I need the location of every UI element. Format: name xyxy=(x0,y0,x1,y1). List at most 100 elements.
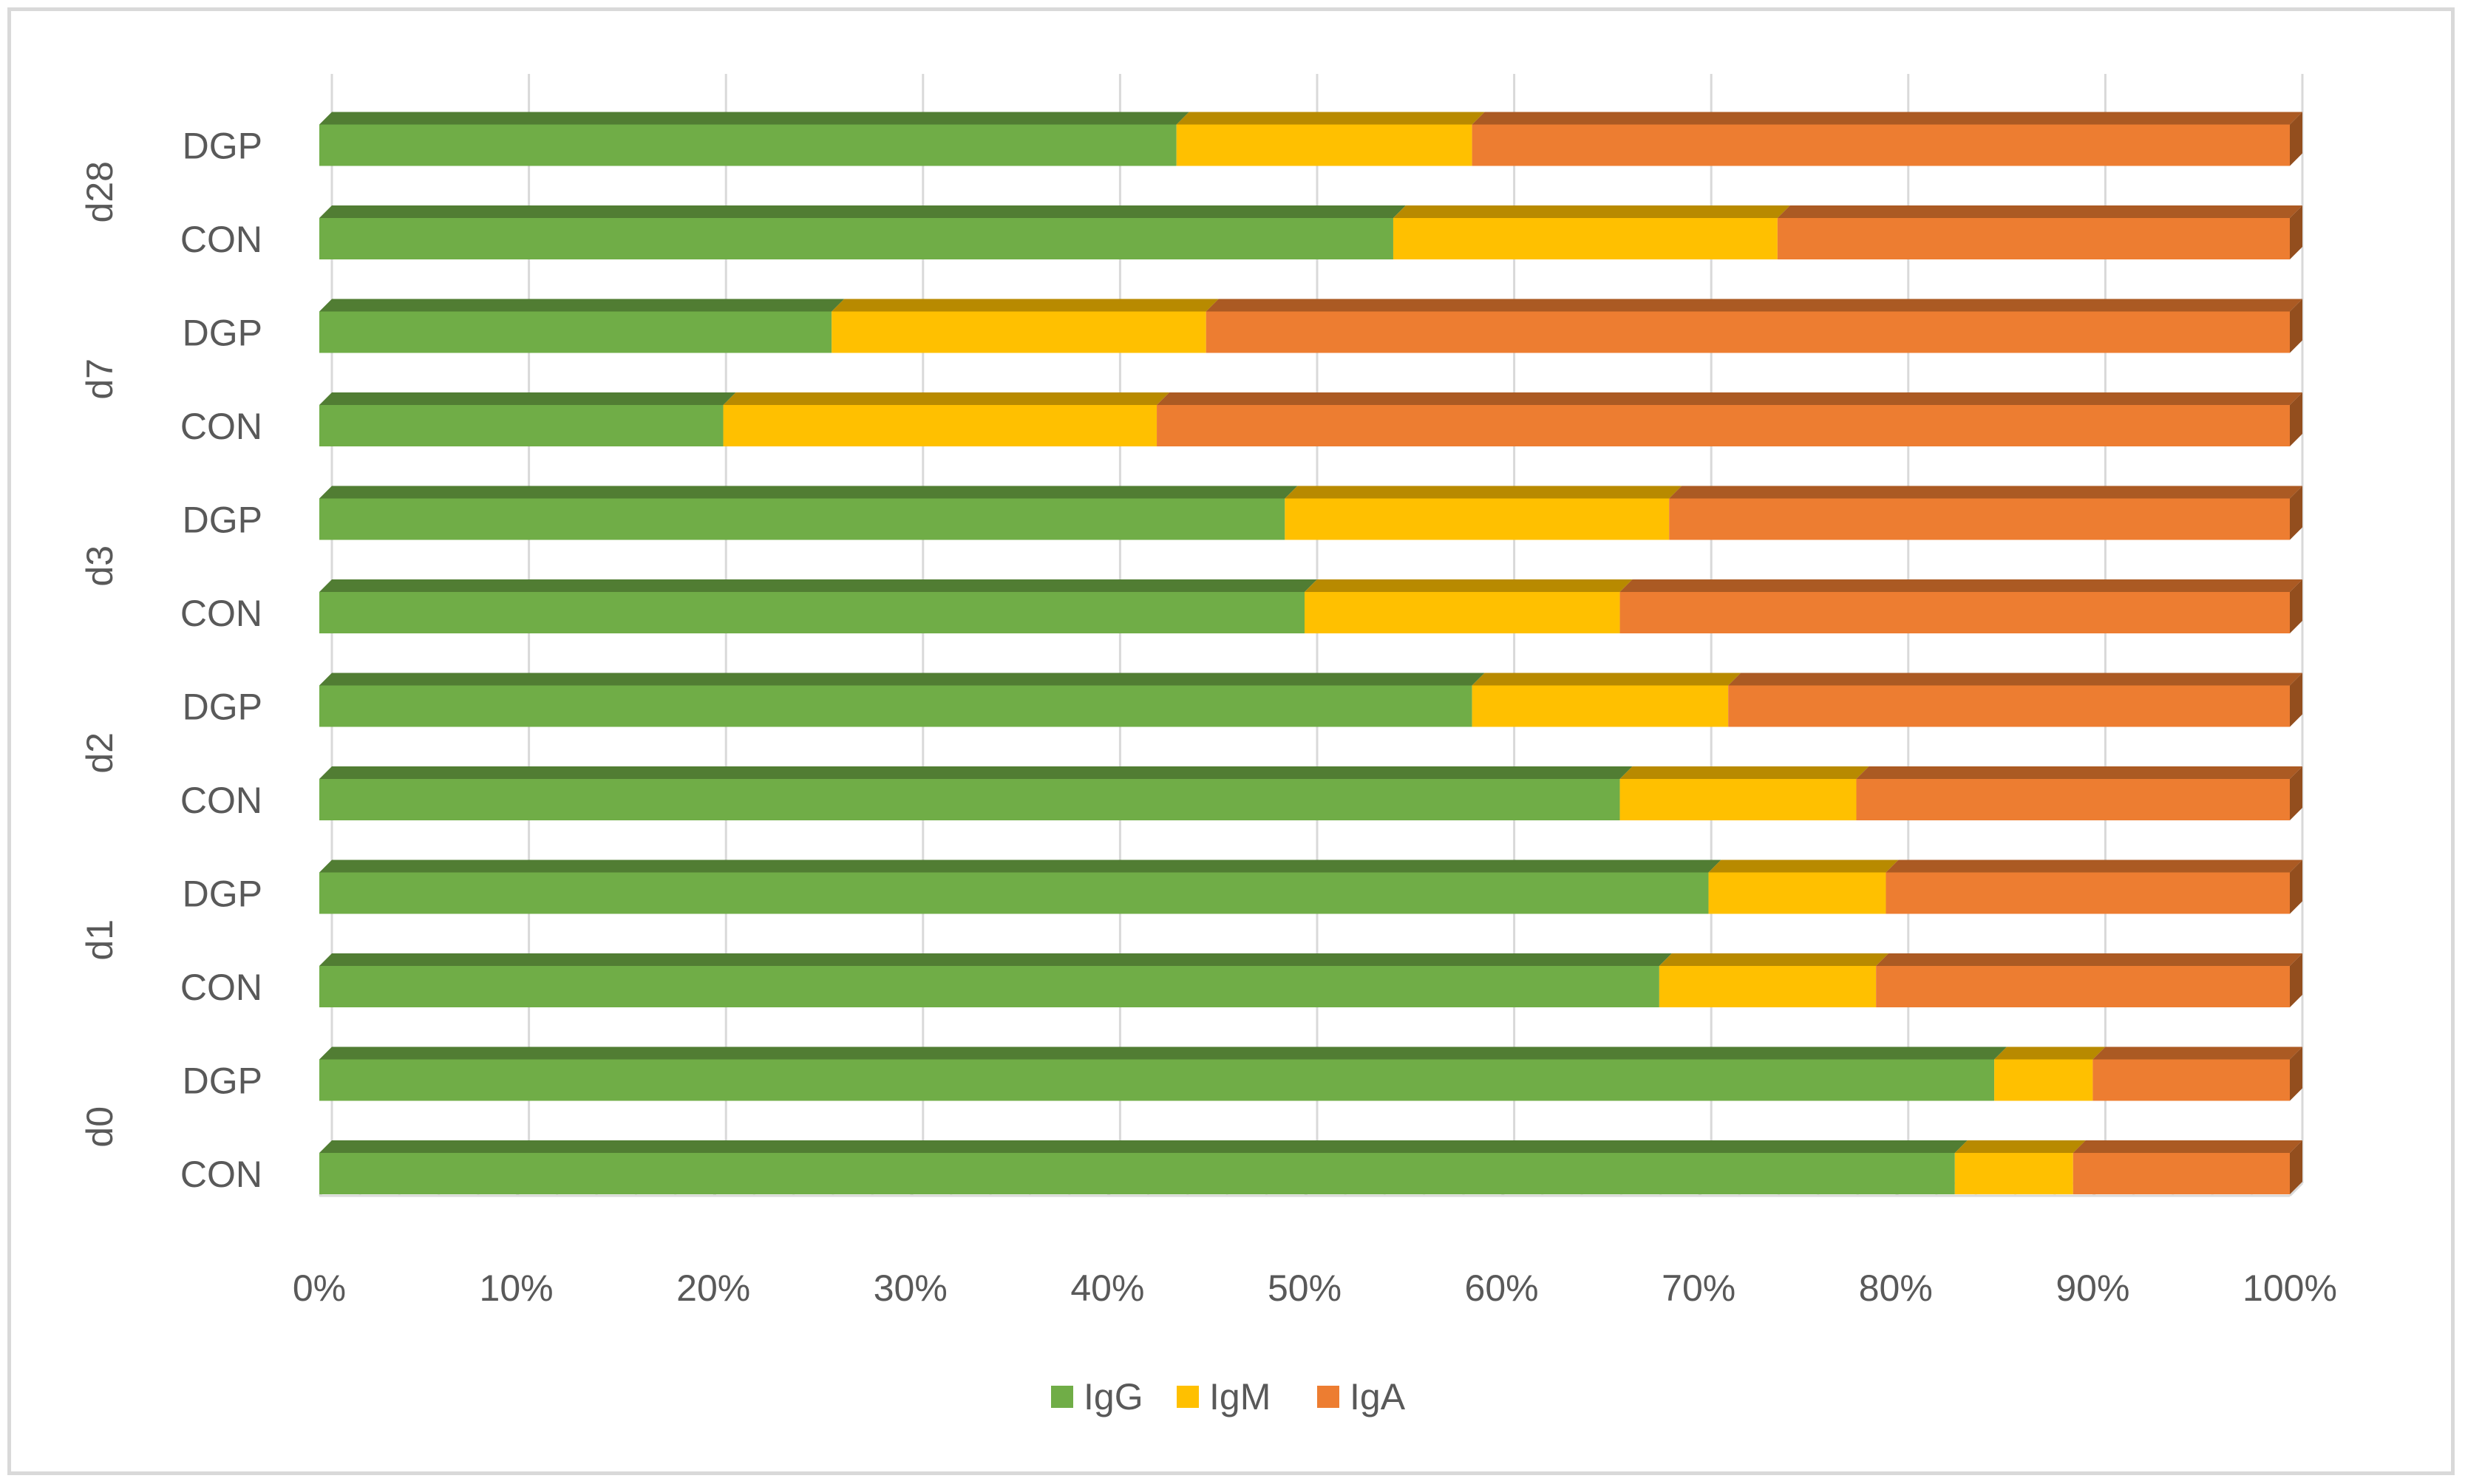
bar-front-face xyxy=(319,779,1620,820)
bar-front-face xyxy=(319,966,1659,1007)
bar-top-face xyxy=(1659,953,1889,966)
bar-front-face xyxy=(319,1059,1995,1101)
bar-segment-igg xyxy=(319,205,1406,259)
bar-segment-iga xyxy=(1669,486,2302,540)
bars xyxy=(319,112,2302,1194)
bar-side-face xyxy=(2290,579,2302,633)
legend: IgG IgM IgA xyxy=(1051,1376,1406,1417)
bar-top-face xyxy=(1472,112,2302,125)
bar-front-face xyxy=(1157,405,2290,446)
bar-side-face xyxy=(2290,673,2302,727)
x-tick-label: 80% xyxy=(1859,1267,1933,1309)
x-tick-label: 20% xyxy=(676,1267,750,1309)
bar-side-face xyxy=(2290,1046,2302,1101)
bar-top-face xyxy=(1305,579,1633,592)
bar-segment-iga xyxy=(1728,673,2302,727)
bar-segment-igm xyxy=(1994,1046,2106,1101)
category-label: CON xyxy=(180,593,262,634)
bar-top-face xyxy=(1777,205,2302,218)
bar-top-face xyxy=(319,953,1672,966)
category-label: DGP xyxy=(183,1061,262,1102)
group-label: d0 xyxy=(79,1106,120,1148)
bar-front-face xyxy=(1285,498,1670,540)
legend-item-igg: IgG xyxy=(1051,1376,1143,1417)
bar-top-face xyxy=(319,392,736,405)
group-label: d28 xyxy=(79,161,120,222)
group-label: d2 xyxy=(79,732,120,774)
bar-side-face xyxy=(2290,112,2302,166)
bar-segment-igm xyxy=(1659,953,1889,1007)
bar-front-face xyxy=(1472,685,1729,727)
bar-segment-igm xyxy=(1708,860,1899,914)
bar-top-face xyxy=(1619,766,1869,779)
legend-item-iga: IgA xyxy=(1317,1376,1406,1417)
bar-top-face xyxy=(1619,579,2302,592)
bar-segment-igg xyxy=(319,673,1485,727)
legend-label: IgG xyxy=(1084,1376,1143,1417)
legend-item-igm: IgM xyxy=(1177,1376,1271,1417)
bar-top-face xyxy=(1708,860,1899,873)
category-label: DGP xyxy=(183,500,262,541)
bar-segment-igg xyxy=(319,860,1721,914)
bar-top-face xyxy=(2073,1140,2302,1153)
bar-top-face xyxy=(1856,766,2302,779)
category-label: CON xyxy=(180,1154,262,1195)
legend-swatch xyxy=(1051,1386,1073,1408)
bar-segment-igm xyxy=(1285,486,1682,540)
bar-front-face xyxy=(1305,592,1620,633)
bar-top-face xyxy=(1876,953,2302,966)
bar-top-face xyxy=(319,860,1721,873)
bar-top-face xyxy=(832,299,1219,312)
bar-segment-igm xyxy=(1619,766,1869,820)
bar-segment-iga xyxy=(1619,579,2302,633)
bar-segment-iga xyxy=(1157,392,2302,446)
bar-front-face xyxy=(1659,966,1877,1007)
group-label: d3 xyxy=(79,545,120,587)
bar-front-face xyxy=(1994,1059,2093,1101)
bar-side-face xyxy=(2290,486,2302,540)
bar-top-face xyxy=(1954,1140,2086,1153)
bar-top-face xyxy=(1393,205,1790,218)
bar-top-face xyxy=(1669,486,2302,499)
bar-front-face xyxy=(1876,966,2290,1007)
x-tick-label: 60% xyxy=(1465,1267,1539,1309)
bar-top-face xyxy=(1472,673,1741,686)
bar-front-face xyxy=(1669,498,2290,540)
group-label: d1 xyxy=(79,919,120,961)
category-label: DGP xyxy=(183,126,262,167)
bar-segment-igm xyxy=(723,392,1170,446)
bar-front-face xyxy=(1393,218,1778,259)
value-axis-labels: 0% 10% 20% 30% 40% 50% 60% 70% 80% 90% 100% xyxy=(293,1267,2337,1309)
bar-front-face xyxy=(1176,124,1472,166)
bar-top-face xyxy=(319,1046,2007,1060)
bar-front-face xyxy=(723,405,1157,446)
bar-side-face xyxy=(2290,1140,2302,1194)
bar-side-face xyxy=(2290,392,2302,446)
bar-top-face xyxy=(319,299,845,312)
bar-top-face xyxy=(723,392,1170,405)
group-label: d7 xyxy=(79,358,120,400)
bar-front-face xyxy=(319,124,1177,166)
bar-segment-iga xyxy=(1472,112,2302,166)
bar-front-face xyxy=(319,218,1393,259)
bar-segment-igm xyxy=(1305,579,1633,633)
x-tick-label: 10% xyxy=(480,1267,554,1309)
category-label: CON xyxy=(180,406,262,447)
bar-front-face xyxy=(1954,1153,2073,1194)
floor-tick xyxy=(2288,1182,2304,1197)
bar-segment-iga xyxy=(1876,953,2302,1007)
bar-segment-igg xyxy=(319,766,1633,820)
bar-segment-igg xyxy=(319,953,1672,1007)
bar-top-face xyxy=(1176,112,1485,125)
bar-front-face xyxy=(1619,779,1857,820)
category-label: CON xyxy=(180,219,262,260)
bar-front-face xyxy=(1777,218,2290,259)
bar-front-face xyxy=(319,311,832,353)
bar-segment-igg xyxy=(319,579,1317,633)
legend-swatch xyxy=(1317,1386,1339,1408)
bar-top-face xyxy=(1728,673,2302,686)
bar-segment-iga xyxy=(2092,1046,2302,1101)
x-tick-label: 40% xyxy=(1070,1267,1144,1309)
category-axis-labels: CON DGP CON DGP CON DGP CON DGP CON DGP CON DGP d0 d1… xyxy=(79,126,262,1196)
bar-top-face xyxy=(1157,392,2302,405)
